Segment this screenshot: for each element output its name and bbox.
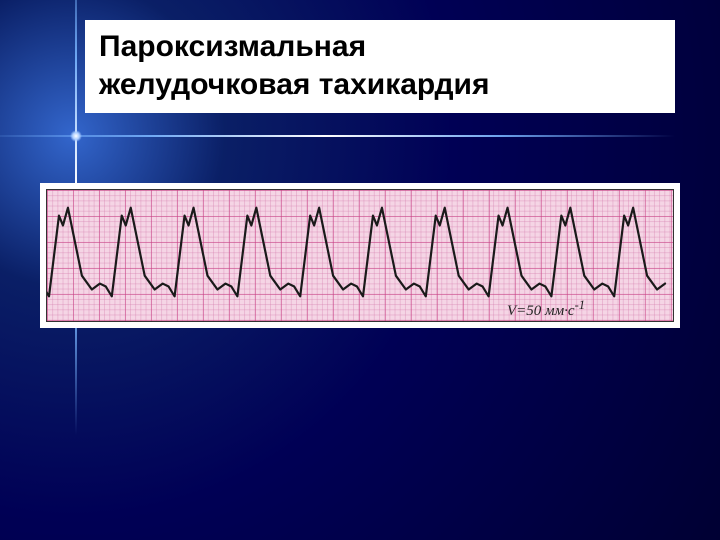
- ecg-strip: V=50 мм·с-1: [46, 189, 674, 322]
- ecg-figure: V=50 мм·с-1: [40, 183, 680, 328]
- ecg-speed-annotation: V=50 мм·с-1: [507, 298, 585, 320]
- annotation-sup: -1: [575, 298, 585, 312]
- title-line-1: Пароксизмальная: [99, 28, 661, 66]
- title-line-2: желудочковая тахикардия: [99, 66, 661, 104]
- slide-title: Пароксизмальная желудочковая тахикардия: [85, 20, 675, 113]
- annotation-text: V=50 мм·с: [507, 303, 575, 319]
- background-flare-core: [70, 130, 82, 142]
